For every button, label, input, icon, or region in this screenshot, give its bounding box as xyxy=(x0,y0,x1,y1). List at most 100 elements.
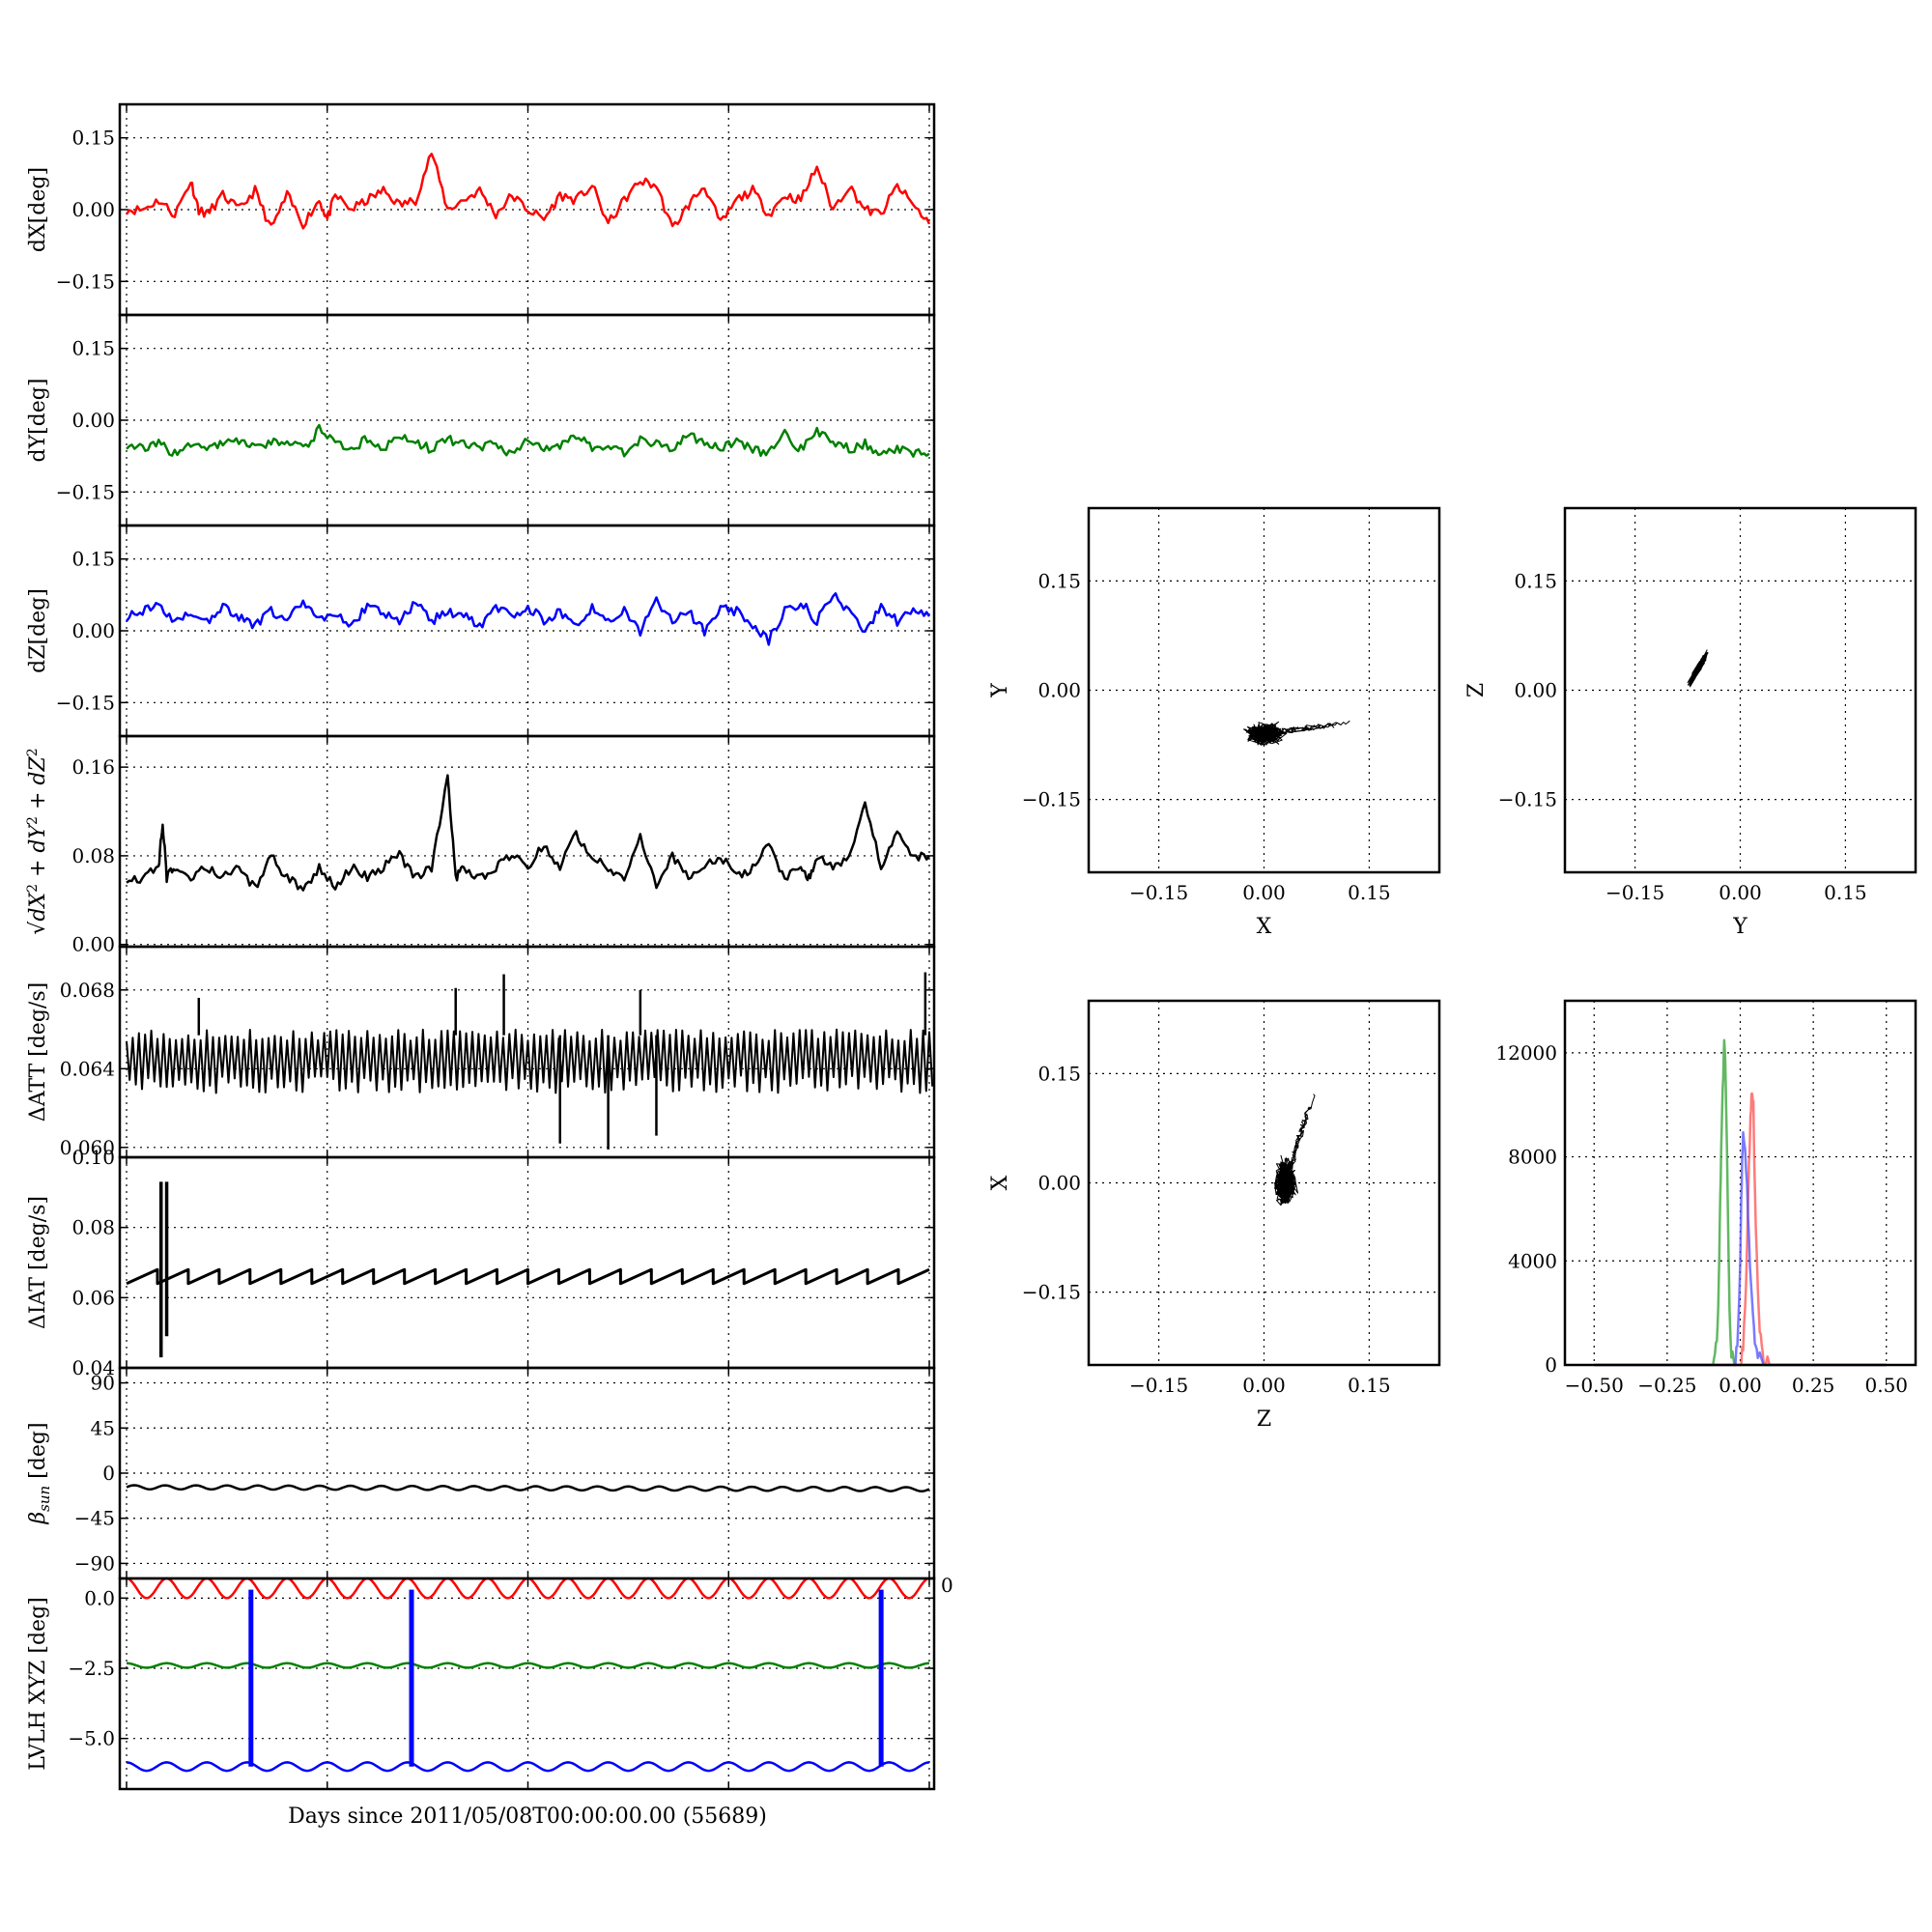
y-axis-label-term: + dY xyxy=(26,822,50,884)
panel-histogram: −0.50 −0.25 0.00 0.25 0.50 0 4000 8000 12000 xyxy=(1495,999,1918,1397)
x-tick-label: 0.50 xyxy=(1864,1374,1908,1397)
y-tick-label: −0.15 xyxy=(1022,1281,1081,1304)
y-axis-label-power: 2 xyxy=(25,748,41,756)
y-tick-label: −0.15 xyxy=(56,270,115,293)
y-tick-label: 0.00 xyxy=(1037,1172,1081,1195)
panel-dZ: −0.15 0.00 0.15 dZ[deg] xyxy=(26,526,934,736)
panel-ZX: −0.15 −0.15 0.00 0.00 0.15 0.15 Z X xyxy=(988,999,1441,1432)
histogram-series-0 xyxy=(1594,1038,1887,1367)
y-axis-label-subscript: sun xyxy=(36,1486,53,1512)
y-tick-label: 0.15 xyxy=(1037,569,1081,592)
panel-dIAT: 0.04 0.06 0.08 0.10 ΔIAT [deg/s] xyxy=(26,1146,934,1379)
panel-XY: −0.15 −0.15 0.00 0.00 0.15 0.15 X Y xyxy=(988,506,1441,939)
x-axis-label: X xyxy=(1257,915,1272,939)
y-tick-label: 0.15 xyxy=(1037,1062,1081,1085)
x-axis-label: Y xyxy=(1732,915,1747,939)
y-tick-label: −45 xyxy=(74,1507,115,1530)
y-tick-label: 0.10 xyxy=(71,1146,115,1169)
y-tick-label: −0.15 xyxy=(56,691,115,714)
y-tick-label: 0.068 xyxy=(60,979,115,1002)
y-tick-label: 0.15 xyxy=(71,548,115,571)
y-tick-label: 0.15 xyxy=(1514,569,1557,592)
panel-frame xyxy=(1087,999,1441,1367)
panel-frame xyxy=(118,1577,936,1791)
y-tick-label: −2.5 xyxy=(68,1657,115,1680)
x-tick-label: 0.00 xyxy=(1719,881,1762,904)
y-axis-label-power: 2 xyxy=(25,884,41,893)
y-tick-label: 0.08 xyxy=(71,844,115,867)
y-tick-label: 0.00 xyxy=(71,198,115,221)
y-axis-label: ΔIAT [deg/s] xyxy=(26,1196,50,1329)
y-axis-label: Z xyxy=(1464,683,1489,697)
y-axis-label: dX[deg] xyxy=(26,167,50,252)
y-tick-label: 0.064 xyxy=(60,1057,115,1080)
scatter-cloud xyxy=(1273,1154,1298,1207)
x-tick-label: −0.25 xyxy=(1637,1374,1696,1397)
panel-frame xyxy=(118,1155,936,1370)
y-axis-label: √dX2 + dY2 + dZ2 xyxy=(25,748,50,934)
y-axis-label-unit: [deg] xyxy=(26,1422,50,1485)
series-line-dATT xyxy=(126,1028,934,1094)
x-tick-label: −0.15 xyxy=(1129,1374,1188,1397)
histogram-series-2 xyxy=(1594,1130,1887,1367)
y-axis-label: LVLH XYZ [deg] xyxy=(26,1597,50,1771)
x-tick-label: −0.15 xyxy=(1605,881,1664,904)
y-tick-label: 0.08 xyxy=(71,1216,115,1239)
y-tick-label: 0.00 xyxy=(1037,679,1081,702)
series-line-dX xyxy=(125,153,931,230)
x-tick-label: −0.15 xyxy=(1129,881,1188,904)
y-tick-label: 0.04 xyxy=(71,1356,115,1379)
x-tick-label: 0.00 xyxy=(1242,881,1286,904)
y-tick-label: 45 xyxy=(91,1416,115,1439)
y-axis-label-term: + dZ xyxy=(26,756,50,817)
x-tick-label: 0.15 xyxy=(1348,881,1391,904)
y-axis-label: X xyxy=(988,1175,1012,1190)
panel-total: 0.00 0.08 0.16 √dX2 + dY2 + dZ2 xyxy=(25,736,934,956)
y-tick-label: 12000 xyxy=(1495,1041,1557,1065)
y-axis-label: dZ[deg] xyxy=(26,588,50,673)
y-tick-label: 0 xyxy=(1545,1353,1557,1377)
y-axis-label-power: 2 xyxy=(25,816,41,825)
y-tick-label: 0.00 xyxy=(71,619,115,642)
y-axis-label-term: dX xyxy=(26,892,50,922)
series-line-dIAT xyxy=(126,1267,930,1286)
y-axis-label: ΔATT [deg/s] xyxy=(26,982,50,1122)
x-tick-label: 0.00 xyxy=(1242,1374,1286,1397)
series-line-lvlh-1 xyxy=(127,1662,929,1669)
x-tick-label: 0.25 xyxy=(1792,1374,1835,1397)
y-tick-label: −0.15 xyxy=(56,480,115,503)
y-tick-label: 0.16 xyxy=(71,755,115,779)
y-axis-label: dY[deg] xyxy=(26,379,50,463)
y-tick-label: 0.060 xyxy=(60,1136,115,1159)
y-axis-label: Y xyxy=(988,683,1012,698)
panel-dX: −0.15 0.00 0.15 dX[deg] xyxy=(26,104,934,315)
y-tick-label: −0.15 xyxy=(1022,788,1081,811)
series-line-lvlh-2 xyxy=(126,1761,930,1773)
y-tick-label: 0.15 xyxy=(71,337,115,360)
series-line-beta-sun xyxy=(126,1484,930,1492)
series-line-total xyxy=(126,774,931,892)
panel-dATT: 0.060 0.064 0.068 ΔATT [deg/s] xyxy=(26,947,934,1159)
x-tick-label: 0.00 xyxy=(1719,1374,1762,1397)
y-tick-label: 0 xyxy=(102,1462,115,1485)
y-tick-label: 0.00 xyxy=(71,409,115,432)
y-tick-label: 0.00 xyxy=(1514,679,1557,702)
scatter-cloud xyxy=(1687,649,1709,688)
y-tick-label: 0.00 xyxy=(71,933,115,956)
panel-lvlh: −5.0 −2.5 0.0 LVLH XYZ [deg] 0 xyxy=(26,1574,953,1789)
series-line-dY xyxy=(126,423,930,458)
x-tick-label: 0.15 xyxy=(1824,881,1867,904)
x-tick-label: 0.15 xyxy=(1348,1374,1391,1397)
panel-frame xyxy=(1563,999,1918,1367)
y-tick-label: 90 xyxy=(91,1372,115,1395)
x-axis-label: Z xyxy=(1257,1407,1271,1432)
y-tick-label: 0.0 xyxy=(84,1586,115,1609)
panel-YZ: −0.15 −0.15 0.00 0.00 0.15 0.15 Y Z xyxy=(1464,506,1918,939)
y-tick-label: −0.15 xyxy=(1498,788,1557,811)
y-tick-label: 0.06 xyxy=(71,1286,115,1309)
y-tick-label: 8000 xyxy=(1508,1146,1557,1169)
stray-tick-label: 0 xyxy=(941,1574,953,1597)
panel-dY: −0.15 0.00 0.15 dY[deg] xyxy=(26,315,934,526)
panel-frame xyxy=(1087,506,1441,874)
